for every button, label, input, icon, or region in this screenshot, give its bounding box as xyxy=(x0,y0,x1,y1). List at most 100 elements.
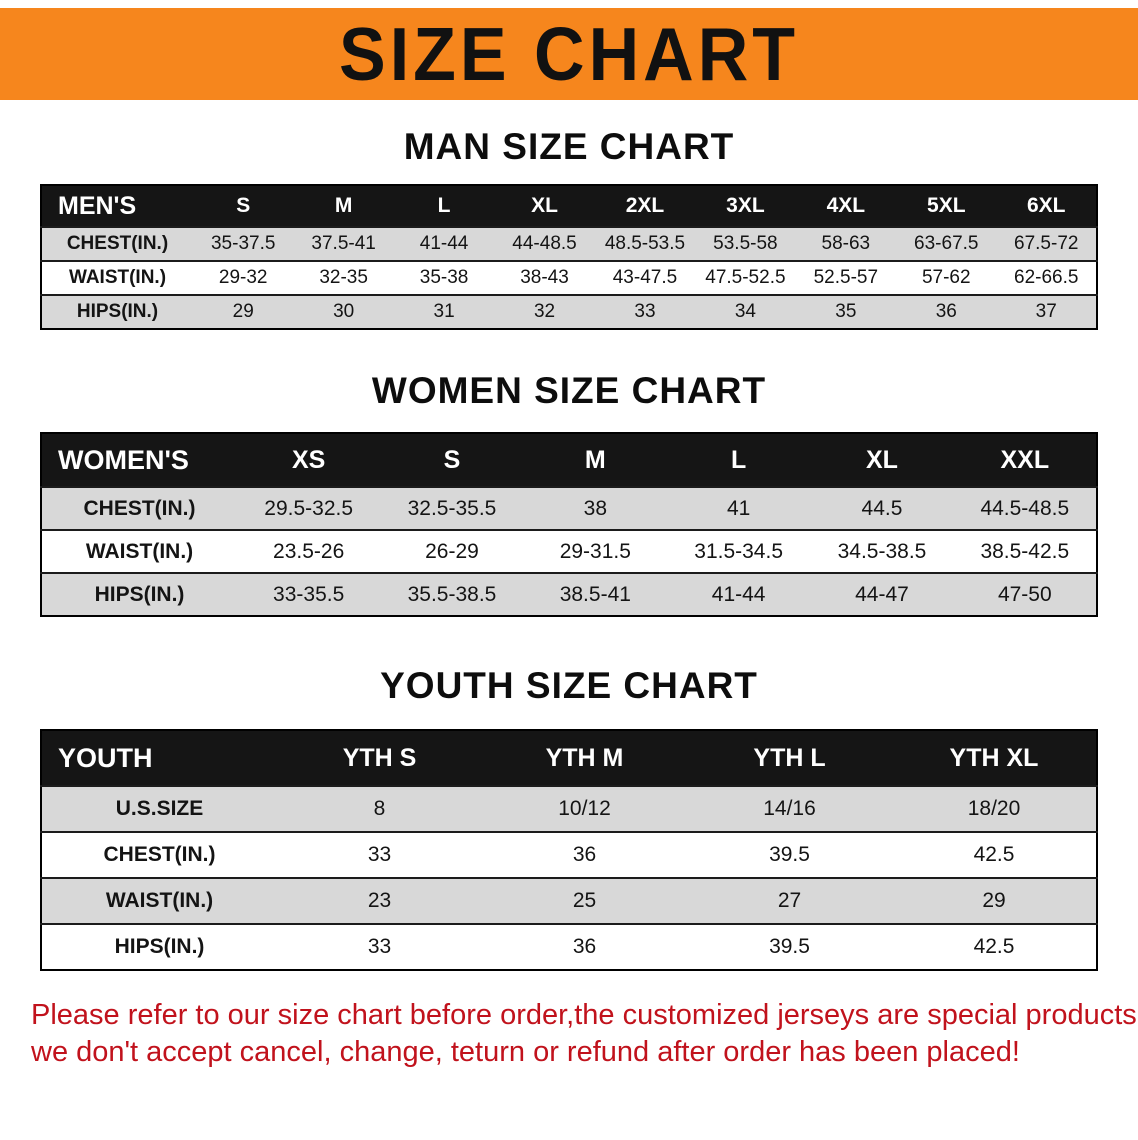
value-cell: 14/16 xyxy=(687,785,892,832)
value-cell: 41 xyxy=(666,486,811,530)
row-label-cell: WAIST(IN.) xyxy=(41,529,237,573)
value-cell: 38-43 xyxy=(494,260,595,295)
value-cell: 30 xyxy=(293,294,394,329)
value-cell: 31.5-34.5 xyxy=(666,529,811,573)
value-cell: 33-35.5 xyxy=(237,572,381,616)
value-cell: 26-29 xyxy=(380,529,524,573)
value-cell: 67.5-72 xyxy=(996,226,1097,261)
order-policy-notice: Please refer to our size chart before or… xyxy=(31,997,1138,1071)
value-cell: 42.5 xyxy=(892,923,1097,970)
measurement-row: WAIST(IN.) 23 25 27 29 xyxy=(41,877,1097,924)
value-cell: 36 xyxy=(896,294,997,329)
value-cell: 44.5-48.5 xyxy=(953,486,1097,530)
value-cell: 18/20 xyxy=(892,785,1097,832)
size-header-cell: YTH S xyxy=(277,730,482,786)
banner-title: SIZE CHART xyxy=(339,11,799,97)
row-label-cell: HIPS(IN.) xyxy=(41,294,193,329)
size-header-cell: XL xyxy=(810,433,954,487)
size-header-cell: 2XL xyxy=(594,185,696,227)
measurement-row: CHEST(IN.) 35-37.5 37.5-41 41-44 44-48.5 48.5… xyxy=(41,226,1097,261)
order-policy-line-2: we don't accept cancel, change, teturn o… xyxy=(31,1036,1020,1069)
value-cell: 37.5-41 xyxy=(293,226,394,261)
value-cell: 41-44 xyxy=(666,572,811,616)
value-cell: 29-32 xyxy=(193,260,294,295)
size-header-cell: YTH XL xyxy=(892,730,1097,786)
value-cell: 35.5-38.5 xyxy=(380,572,524,616)
value-cell: 39.5 xyxy=(687,831,892,878)
size-chart-banner: SIZE CHART xyxy=(0,8,1138,100)
value-cell: 32-35 xyxy=(293,260,394,295)
value-cell: 53.5-58 xyxy=(695,226,796,261)
size-header-cell: S xyxy=(193,185,294,227)
row-label-cell: U.S.SIZE xyxy=(41,785,277,832)
man-size-chart-heading: MAN SIZE CHART xyxy=(403,126,735,167)
women-size-chart-heading: WOMEN SIZE CHART xyxy=(371,370,767,411)
youth-size-chart-heading: YOUTH SIZE CHART xyxy=(380,665,758,706)
table-header-row: YOUTH YTH S YTH M YTH L YTH XL xyxy=(41,730,1097,786)
measurement-row: WAIST(IN.) 29-32 32-35 35-38 38-43 43-47.5 47.… xyxy=(41,260,1097,295)
value-cell: 63-67.5 xyxy=(896,226,997,261)
value-cell: 43-47.5 xyxy=(594,260,696,295)
size-header-cell: M xyxy=(523,433,667,487)
value-cell: 37 xyxy=(996,294,1097,329)
size-header-cell: 5XL xyxy=(896,185,997,227)
value-cell: 35 xyxy=(795,294,897,329)
value-cell: 32 xyxy=(494,294,595,329)
value-cell: 35-37.5 xyxy=(193,226,294,261)
value-cell: 29 xyxy=(892,877,1097,924)
table-title-cell: YOUTH xyxy=(41,730,277,786)
value-cell: 44.5 xyxy=(810,486,954,530)
size-header-cell: S xyxy=(380,433,524,487)
value-cell: 36 xyxy=(482,923,687,970)
size-header-cell: 3XL xyxy=(695,185,796,227)
value-cell: 47-50 xyxy=(953,572,1097,616)
value-cell: 38 xyxy=(523,486,667,530)
size-header-cell: 6XL xyxy=(996,185,1097,227)
order-policy-line-1: Please refer to our size chart before or… xyxy=(31,999,1138,1031)
value-cell: 39.5 xyxy=(687,923,892,970)
womens-size-table: WOMEN'S XS S M L XL XXL CHEST(IN.) 29.5-32.5 32.5… xyxy=(40,432,1098,617)
value-cell: 29-31.5 xyxy=(523,529,667,573)
value-cell: 57-62 xyxy=(896,260,997,295)
value-cell: 29.5-32.5 xyxy=(237,486,381,530)
table-header-row: WOMEN'S XS S M L XL XXL xyxy=(41,433,1097,487)
mens-size-table: MEN'S S M L XL 2XL 3XL 4XL 5XL 6XL CHEST(IN.) 35-37… xyxy=(40,184,1098,330)
value-cell: 23 xyxy=(277,877,482,924)
size-header-cell: XXL xyxy=(953,433,1097,487)
row-label-cell: HIPS(IN.) xyxy=(41,923,277,970)
row-label-cell: CHEST(IN.) xyxy=(41,486,237,530)
value-cell: 23.5-26 xyxy=(237,529,381,573)
value-cell: 34.5-38.5 xyxy=(810,529,954,573)
measurement-row: U.S.SIZE 8 10/12 14/16 18/20 xyxy=(41,785,1097,832)
table-title-cell: WOMEN'S xyxy=(41,433,237,487)
value-cell: 35-38 xyxy=(393,260,495,295)
measurement-row: HIPS(IN.) 33-35.5 35.5-38.5 38.5-41 41-44 44-… xyxy=(41,572,1097,616)
value-cell: 25 xyxy=(482,877,687,924)
measurement-row: CHEST(IN.) 29.5-32.5 32.5-35.5 38 41 44.5 44.5… xyxy=(41,486,1097,530)
table-header-row: MEN'S S M L XL 2XL 3XL 4XL 5XL 6XL xyxy=(41,185,1097,227)
value-cell: 52.5-57 xyxy=(795,260,897,295)
measurement-row: HIPS(IN.) 29 30 31 32 33 34 35 36 37 xyxy=(41,294,1097,329)
size-header-cell: L xyxy=(393,185,495,227)
value-cell: 33 xyxy=(277,923,482,970)
youth-size-table: YOUTH YTH S YTH M YTH L YTH XL U.S.SIZE 8 10/12… xyxy=(40,729,1098,971)
value-cell: 44-48.5 xyxy=(494,226,595,261)
value-cell: 29 xyxy=(193,294,294,329)
measurement-row: CHEST(IN.) 33 36 39.5 42.5 xyxy=(41,831,1097,878)
value-cell: 62-66.5 xyxy=(996,260,1097,295)
row-label-cell: CHEST(IN.) xyxy=(41,831,277,878)
value-cell: 58-63 xyxy=(795,226,897,261)
size-header-cell: L xyxy=(666,433,811,487)
value-cell: 41-44 xyxy=(393,226,495,261)
size-header-cell: YTH M xyxy=(482,730,687,786)
value-cell: 36 xyxy=(482,831,687,878)
row-label-cell: HIPS(IN.) xyxy=(41,572,237,616)
value-cell: 44-47 xyxy=(810,572,954,616)
value-cell: 31 xyxy=(393,294,495,329)
value-cell: 38.5-41 xyxy=(523,572,667,616)
table-title-cell: MEN'S xyxy=(41,185,193,227)
value-cell: 32.5-35.5 xyxy=(380,486,524,530)
value-cell: 33 xyxy=(594,294,696,329)
value-cell: 33 xyxy=(277,831,482,878)
value-cell: 34 xyxy=(695,294,796,329)
